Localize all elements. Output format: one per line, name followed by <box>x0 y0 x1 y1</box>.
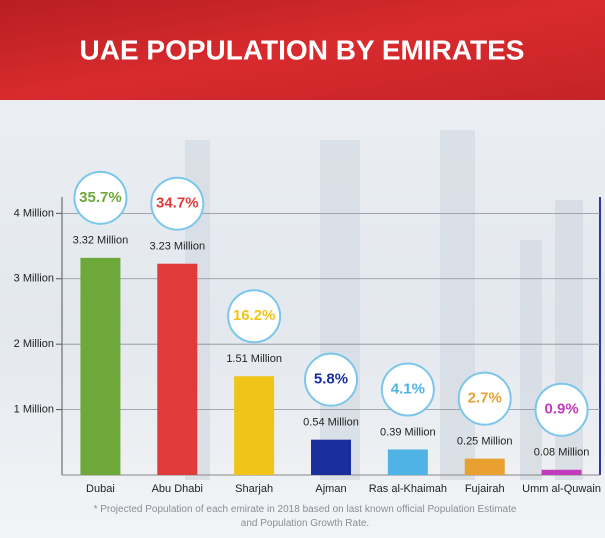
share-circle <box>457 371 512 426</box>
x-tick-label: Umm al-Quwain <box>522 483 601 495</box>
header-band <box>0 0 605 100</box>
share-label: 5.8% <box>314 371 348 388</box>
bar <box>157 263 198 475</box>
bar <box>80 257 121 475</box>
share-circle <box>73 170 128 225</box>
x-tick-label: Ras al-Khaimah <box>369 483 447 495</box>
value-label: 0.25 Million <box>457 436 513 448</box>
footnote: * Projected Population of each emirate i… <box>93 504 517 529</box>
share-circle <box>304 352 358 407</box>
y-tick-label: 1 Million <box>14 403 54 415</box>
share-circle <box>227 289 282 344</box>
y-tick-label: 3 Million <box>14 273 54 285</box>
value-label: 3.23 Million <box>149 241 205 253</box>
share-label: 2.7% <box>468 390 502 407</box>
value-label: 1.51 Million <box>226 353 282 365</box>
x-tick-label: Abu Dhabi <box>152 483 203 495</box>
chart-title: UAE POPULATION BY EMIRATES <box>80 34 525 65</box>
bar <box>541 469 582 475</box>
share-label: 35.7% <box>79 189 122 206</box>
bar <box>387 449 428 475</box>
y-tick-label: 2 Million <box>14 338 54 350</box>
y-tick-label: 4 Million <box>14 207 54 219</box>
bar <box>311 439 351 475</box>
bar <box>234 376 275 475</box>
bar <box>464 458 505 475</box>
x-tick-label: Ajman <box>315 483 346 495</box>
share-label: 34.7% <box>156 195 199 212</box>
share-label: 0.9% <box>544 401 578 418</box>
x-tick-label: Dubai <box>86 483 115 495</box>
value-label: 3.32 Million <box>73 235 129 247</box>
x-tick-label: Sharjah <box>235 483 273 495</box>
value-label: 0.39 Million <box>380 426 436 438</box>
share-circle <box>380 362 435 417</box>
share-circle <box>150 176 205 231</box>
value-label: 0.54 Million <box>303 417 359 429</box>
x-tick-label: Fujairah <box>465 483 505 495</box>
share-label: 16.2% <box>233 307 276 324</box>
value-label: 0.08 Million <box>534 447 590 459</box>
share-label: 4.1% <box>391 380 425 397</box>
share-circle <box>534 382 589 437</box>
city-skyline <box>185 130 583 480</box>
